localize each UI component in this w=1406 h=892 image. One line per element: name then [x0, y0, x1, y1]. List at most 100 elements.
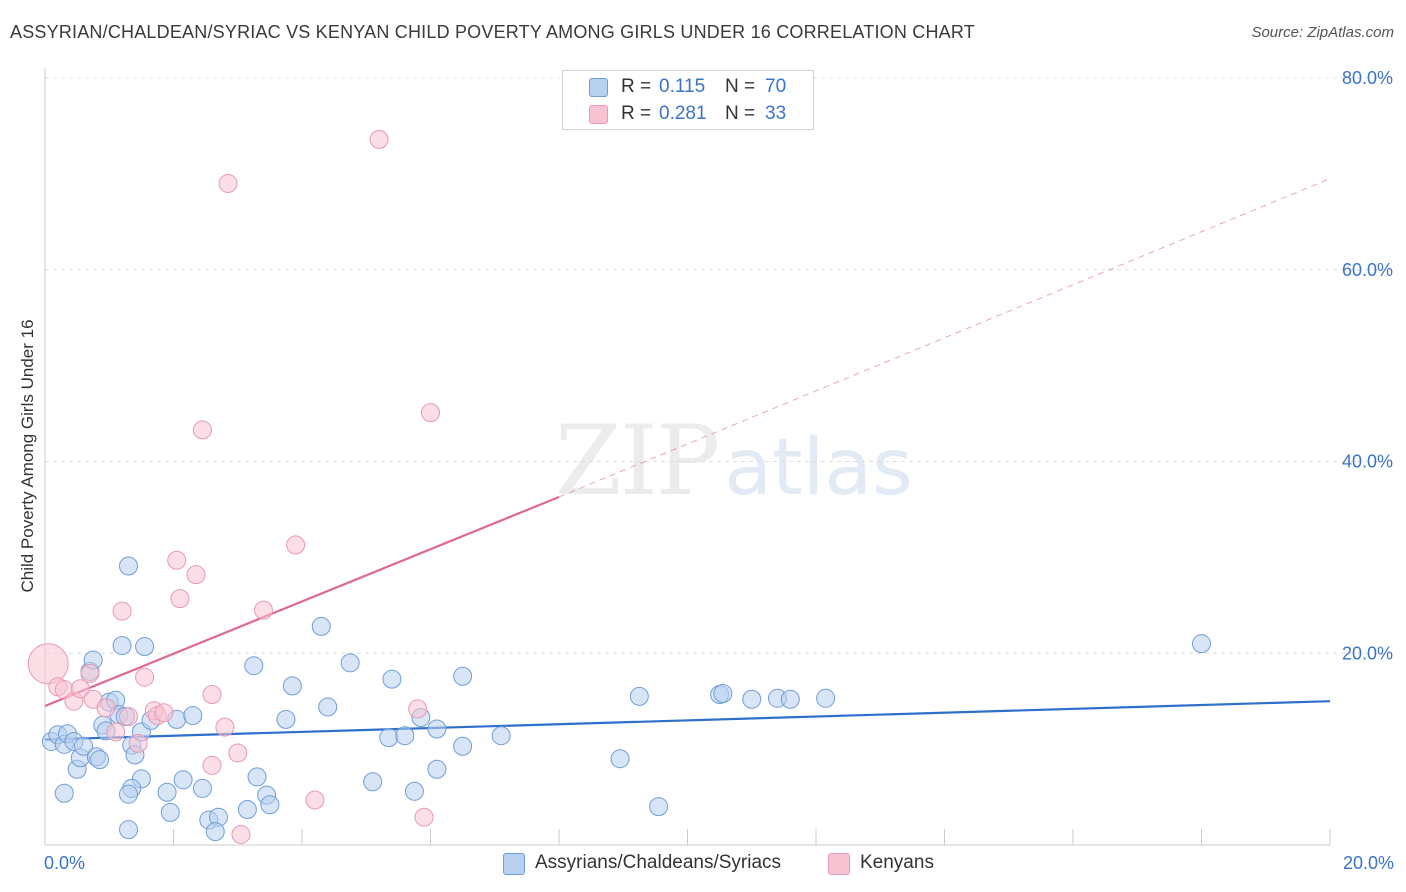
legend-swatch-blue — [589, 78, 608, 97]
point-assyrians — [74, 736, 94, 756]
point-kenyans — [202, 684, 222, 704]
x-tick-label: 20.0% — [1343, 853, 1394, 873]
point-assyrians — [453, 666, 473, 686]
legend-n-label: N = — [725, 76, 756, 97]
trend-lines — [44, 178, 1331, 741]
point-assyrians — [119, 556, 139, 576]
legend-r-label: R = — [621, 103, 652, 124]
point-assyrians — [491, 726, 511, 746]
point-assyrians — [54, 783, 74, 803]
point-kenyans — [286, 535, 306, 555]
trend-line-assyrians — [44, 700, 1331, 741]
point-kenyans — [70, 679, 90, 699]
point-assyrians — [160, 802, 180, 822]
point-kenyans — [369, 129, 389, 149]
point-kenyans — [305, 790, 325, 810]
point-assyrians — [119, 784, 139, 804]
point-assyrians — [629, 686, 649, 706]
axes — [44, 68, 1331, 846]
point-kenyans — [253, 600, 273, 620]
point-kenyans — [135, 667, 155, 687]
legend-r-value: 0.115 — [659, 76, 706, 97]
trend-line-kenyans — [44, 495, 560, 708]
gridlines — [45, 77, 1392, 654]
point-assyrians — [276, 709, 296, 729]
point-assyrians — [237, 800, 257, 820]
point-assyrians — [119, 820, 139, 840]
point-assyrians — [244, 656, 264, 676]
point-assyrians — [183, 706, 203, 726]
chart-title: ASSYRIAN/CHALDEAN/SYRIAC VS KENYAN CHILD… — [10, 22, 975, 42]
point-assyrians — [363, 772, 383, 792]
point-kenyans — [154, 703, 174, 723]
trend-extension-kenyans — [558, 178, 1331, 498]
point-assyrians — [135, 637, 155, 657]
bottom-legend-swatch-pink — [828, 853, 850, 875]
point-assyrians — [780, 689, 800, 709]
legend-swatch-pink — [589, 105, 608, 124]
point-assyrians — [649, 797, 669, 817]
bottom-legend-swatch-blue — [503, 853, 525, 875]
point-kenyans — [218, 173, 238, 193]
point-assyrians — [260, 795, 280, 815]
point-assyrians — [427, 719, 447, 739]
point-kenyans — [186, 565, 206, 585]
point-assyrians — [247, 767, 267, 787]
legend-n-value: 70 — [765, 76, 787, 97]
point-kenyans — [421, 403, 440, 423]
point-assyrians — [311, 616, 331, 636]
point-assyrians — [192, 778, 212, 798]
point-assyrians — [742, 689, 762, 709]
y-tick-label: 80.0% — [1342, 68, 1393, 88]
point-assyrians — [382, 669, 402, 689]
point-kenyans — [106, 722, 126, 742]
legend-r-value: 0.281 — [659, 103, 707, 124]
point-assyrians — [282, 676, 302, 696]
point-assyrians — [157, 782, 177, 802]
point-kenyans — [128, 733, 148, 753]
correlation-legend: R = 0.115 N = 70 R = 0.281 N = 33 — [562, 70, 814, 130]
point-kenyans — [215, 717, 235, 737]
point-kenyans — [80, 663, 100, 683]
point-assyrians — [173, 770, 193, 790]
legend-r-label: R = — [621, 76, 652, 97]
point-kenyans — [231, 824, 251, 844]
y-tick-label: 40.0% — [1342, 452, 1393, 472]
point-kenyans — [112, 601, 132, 621]
point-assyrians — [112, 636, 132, 656]
point-assyrians — [205, 822, 225, 842]
point-kenyans — [408, 699, 428, 719]
point-kenyans — [228, 743, 248, 763]
point-assyrians — [713, 684, 733, 704]
point-kenyans — [96, 698, 116, 718]
data-points — [27, 129, 1211, 844]
source-credit: Source: ZipAtlas.com — [1251, 24, 1394, 41]
point-assyrians — [395, 726, 415, 746]
point-assyrians — [404, 781, 424, 801]
point-assyrians — [1192, 634, 1211, 654]
legend-n-value: 33 — [765, 103, 787, 124]
point-assyrians — [427, 759, 447, 779]
point-kenyans — [414, 807, 434, 827]
point-kenyans — [167, 550, 187, 570]
y-axis-label: Child Poverty Among Girls Under 16 — [18, 319, 37, 593]
point-kenyans — [27, 643, 69, 685]
point-assyrians — [816, 688, 836, 708]
legend-n-label: N = — [725, 103, 756, 124]
y-tick-label: 20.0% — [1342, 643, 1393, 663]
point-assyrians — [318, 697, 338, 717]
point-assyrians — [90, 750, 110, 770]
y-tick-label: 60.0% — [1342, 260, 1393, 280]
point-kenyans — [202, 755, 222, 775]
watermark-atlas: atlas — [724, 423, 913, 513]
point-assyrians — [610, 749, 630, 769]
point-kenyans — [119, 707, 139, 727]
point-assyrians — [453, 736, 473, 756]
bottom-legend-label-kenyans: Kenyans — [860, 852, 934, 873]
point-assyrians — [379, 728, 399, 748]
x-tick-label: 0.0% — [44, 853, 85, 873]
point-kenyans — [170, 589, 190, 609]
bottom-legend-label-assyrians: Assyrians/Chaldeans/Syriacs — [535, 852, 782, 873]
tick-labels: 20.0% 40.0% 60.0% 80.0% 0.0% 20.0% — [44, 68, 1394, 873]
